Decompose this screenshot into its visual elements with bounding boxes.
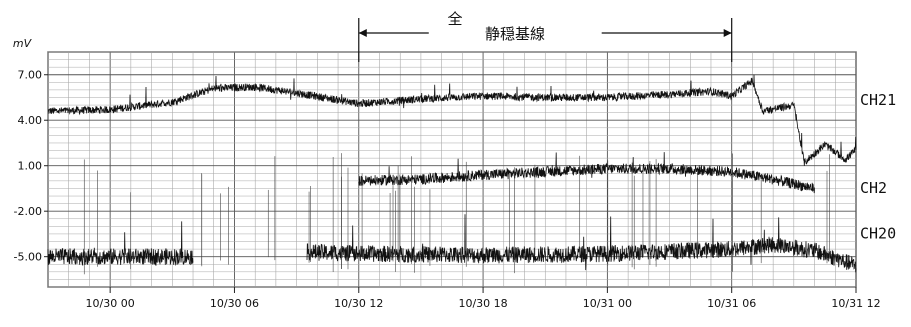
x-tick-label: 10/30 06 [210,297,259,310]
x-tick-label: 10/30 12 [334,297,383,310]
x-tick-label: 10/30 00 [86,297,135,310]
axes: 7.00 4.00 1.00 -2.00 -5.00 mV 10/30 00 10/30 06… [13,37,881,310]
annotation-arrow-right [723,29,732,37]
series-line-ch21 [47,74,857,166]
annotation-prefix: 全 [447,10,462,28]
series-line-ch20 [47,214,857,273]
y-axis-label: mV [13,37,33,50]
annotation-arrow-left [358,29,367,37]
series-line-ch2 [358,152,815,194]
y-tick-label: 7.00 [18,69,43,82]
annotation-text: 静穏基線 [485,25,545,43]
y-tick-label: 1.00 [18,160,43,173]
series-label: CH21 [860,91,896,109]
x-tick-label: 10/30 18 [458,297,507,310]
x-tick-label: 10/31 06 [707,297,756,310]
y-tick-label: -5.00 [14,251,42,264]
y-tick-label: 4.00 [18,114,43,127]
series-label: CH2 [860,179,887,197]
series-layer: CH21 CH2 CH20 [47,74,896,275]
grid [47,51,857,288]
x-tick-label: 10/31 00 [583,297,632,310]
x-tick-label: 10/31 12 [831,297,880,310]
y-tick-label: -2.00 [14,205,42,218]
series-label: CH20 [860,224,896,242]
